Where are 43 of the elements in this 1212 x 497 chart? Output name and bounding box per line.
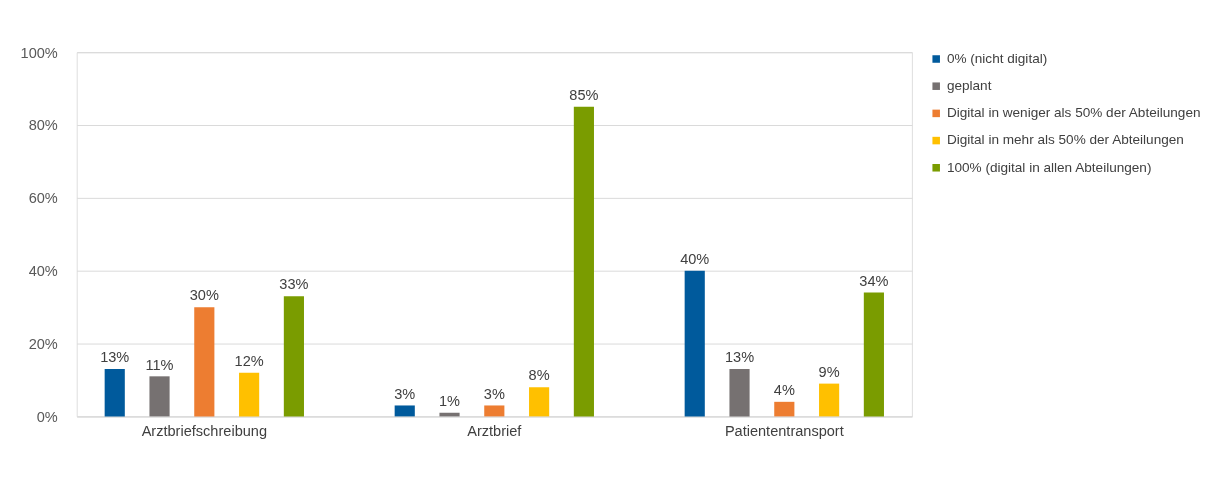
data-label: 9%	[818, 363, 840, 380]
bar	[283, 296, 304, 417]
y-tick-label: 60%	[28, 190, 58, 207]
data-label: 33%	[279, 276, 309, 293]
y-tick-label: 80%	[28, 117, 58, 134]
y-tick-label: 20%	[28, 335, 58, 352]
bar	[149, 376, 170, 417]
bar	[819, 383, 840, 417]
data-label: 1%	[439, 392, 461, 409]
bar	[104, 369, 125, 417]
bar	[194, 307, 215, 417]
legend-label: 0% (nicht digital)	[946, 50, 1048, 66]
data-label: 8%	[528, 367, 550, 384]
x-tick-label: Arztbrief	[467, 423, 523, 440]
data-label: 12%	[234, 352, 264, 369]
bar	[394, 405, 415, 417]
data-label: 3%	[483, 385, 505, 402]
bar	[684, 270, 705, 417]
y-tick-label: 40%	[28, 263, 58, 280]
data-label: 13%	[100, 349, 130, 366]
legend-label: Digital in mehr als 50% der Abteilungen	[946, 132, 1184, 148]
bar	[774, 401, 795, 417]
data-label: 85%	[569, 87, 599, 104]
data-label: 34%	[859, 272, 889, 289]
y-tick-label: 100%	[20, 44, 58, 61]
data-label: 30%	[189, 287, 219, 304]
legend-label: Digital in weniger als 50% der Abteilungen	[946, 105, 1201, 121]
data-label: 4%	[773, 382, 795, 399]
bar	[529, 387, 550, 417]
bar	[484, 405, 505, 417]
data-label: 11%	[145, 356, 174, 373]
legend-label: geplant	[946, 78, 992, 94]
bar	[239, 372, 260, 417]
data-label: 40%	[680, 250, 710, 267]
data-label: 13%	[724, 349, 755, 366]
bar	[573, 106, 594, 417]
x-tick-label: Patiententransport	[724, 423, 844, 440]
bar	[863, 292, 884, 417]
data-label: 3%	[394, 385, 416, 402]
legend-label: 100% (digital in allen Abteilungen)	[946, 159, 1152, 175]
x-tick-label: Arztbriefschreibung	[141, 423, 267, 440]
y-tick-label: 0%	[36, 408, 58, 425]
bar	[729, 369, 750, 417]
